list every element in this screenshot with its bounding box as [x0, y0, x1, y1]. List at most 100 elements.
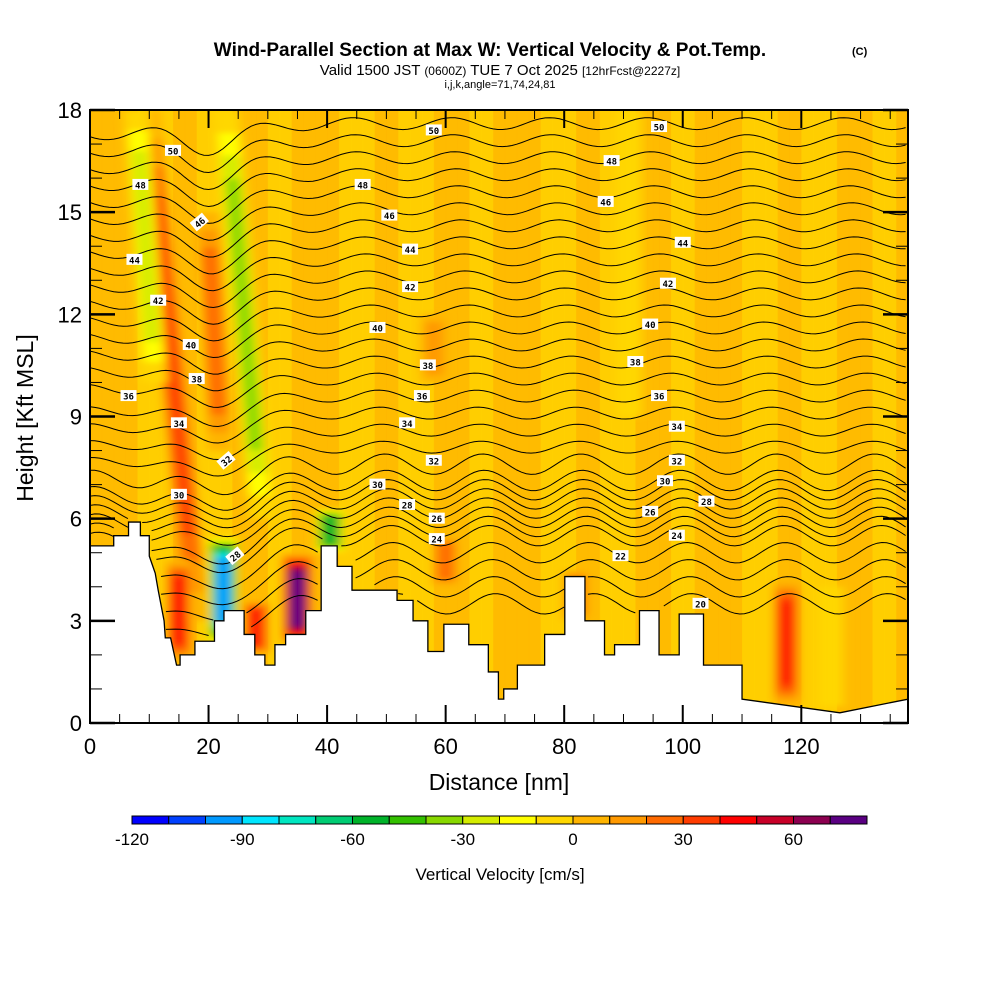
contour-label-bg	[603, 155, 620, 167]
contour-label-text: 46	[600, 198, 611, 208]
velocity-stripe	[481, 110, 494, 723]
colorbar-bin	[131, 815, 170, 825]
colorbar-bin	[205, 815, 243, 825]
colorbar-bin	[793, 815, 831, 825]
contour-label: 48	[354, 178, 371, 191]
theta-contour-line	[156, 524, 906, 574]
contour-label-text: 42	[405, 284, 416, 294]
contour-label: 24	[428, 533, 445, 546]
theta-contour-line	[165, 576, 906, 621]
theta-contour-line	[161, 541, 906, 590]
contour-label-text: 36	[123, 393, 134, 403]
contour-label-text: 24	[431, 536, 442, 546]
colorbar-bin	[572, 815, 611, 825]
contour-label-bg	[651, 390, 668, 402]
contour-label: 38	[627, 356, 644, 369]
colorbar-tick-label: -30	[450, 830, 475, 849]
title-suffix: (C)	[852, 46, 868, 58]
contour-label: 40	[642, 318, 659, 331]
contour-label-bg	[627, 356, 644, 368]
contour-label-text: 46	[384, 212, 395, 222]
x-axis-ticks: 0 20 40 60 80 100 120	[84, 110, 891, 759]
contour-label: 22	[612, 550, 629, 563]
velocity-stripe	[374, 110, 387, 723]
x-tick-label: 100	[664, 734, 701, 759]
contour-labels: 50 48 46 44 42 40 38 36 34 32 30 28 50 48 46 44 42 40 38 36…	[120, 121, 715, 610]
theta-contour-line	[90, 469, 906, 511]
contour-label-bg	[413, 390, 430, 402]
contour-label-bg	[428, 533, 445, 545]
contour-label: 42	[150, 294, 167, 307]
contour-label-bg	[369, 321, 386, 333]
colorbar-bin	[168, 815, 206, 825]
contour-label-text: 50	[428, 127, 439, 137]
velocity-stripe	[848, 110, 862, 723]
velocity-stripe	[267, 110, 281, 723]
velocity-stripe	[765, 110, 779, 723]
contour-label-text: 40	[372, 324, 383, 334]
velocity-feature	[616, 110, 642, 417]
theta-contour-line	[90, 253, 906, 292]
theta-contour-line	[90, 497, 906, 538]
colorbar-bin	[499, 815, 537, 825]
contour-label-bg	[225, 546, 245, 566]
theta-contour-line	[161, 558, 906, 606]
colorbar-bin	[756, 815, 794, 825]
colorbar-bin	[388, 815, 427, 825]
colorbar-bin	[682, 815, 721, 825]
velocity-stripe	[552, 110, 565, 723]
contour-label-bg	[182, 338, 199, 350]
contour-label: 36	[651, 390, 668, 403]
contour-label-text: 22	[615, 553, 626, 563]
velocity-feature	[818, 586, 844, 706]
velocity-stripe	[647, 110, 660, 723]
theta-contour-line	[90, 202, 906, 241]
colorbar-bin	[278, 815, 317, 825]
colorbar: -120 -90 -60 -30 0 30 60	[115, 815, 868, 849]
colorbar-bin	[609, 815, 647, 825]
contour-label-text: 26	[431, 515, 442, 525]
colorbar-tick-label: 60	[784, 830, 803, 849]
colorbar-bin	[719, 815, 758, 825]
contour-label-bg	[668, 529, 685, 541]
velocity-feature	[225, 178, 263, 450]
contour-label-bg	[399, 417, 416, 429]
contour-label: 28	[698, 495, 715, 508]
velocity-stripe	[493, 110, 506, 723]
velocity-feature	[322, 516, 338, 545]
colorbar-tick-label: -120	[115, 830, 149, 849]
contour-label-bg	[164, 144, 181, 156]
contour-label-text: 20	[695, 600, 706, 610]
contour-label-text: 32	[428, 457, 439, 467]
contour-label: 40	[182, 338, 199, 351]
velocity-stripe	[659, 110, 672, 723]
colorbar-bin	[535, 815, 574, 825]
theta-contour-line	[90, 287, 906, 325]
contour-label-text: 32	[671, 457, 682, 467]
contour-label-text: 44	[405, 246, 416, 256]
theta-contour-line	[90, 304, 906, 342]
contour-label-text: 48	[135, 181, 146, 191]
contour-label-bg	[132, 178, 149, 190]
theta-contour-line	[90, 185, 906, 224]
velocity-feature	[290, 570, 305, 627]
contour-label: 50	[164, 144, 181, 157]
velocity-feature	[216, 557, 231, 623]
contour-label: 44	[674, 236, 691, 249]
contour-label-text: 26	[645, 508, 656, 518]
contour-label-bg	[189, 212, 210, 232]
contour-label: 20	[692, 597, 709, 610]
contour-label: 34	[668, 420, 685, 433]
contour-label-bg	[216, 451, 236, 470]
contour-label-text: 36	[417, 393, 428, 403]
contour-label-text: 38	[630, 359, 641, 369]
contour-label-text: 34	[671, 423, 682, 433]
contour-label: 30	[656, 475, 673, 488]
velocity-stripe	[469, 110, 482, 723]
contour-label-bg	[150, 294, 167, 306]
x-tick-label: 120	[783, 734, 820, 759]
velocity-stripe	[457, 110, 470, 723]
colorbar-bin	[352, 815, 390, 825]
y-tick-label: 6	[70, 507, 82, 532]
